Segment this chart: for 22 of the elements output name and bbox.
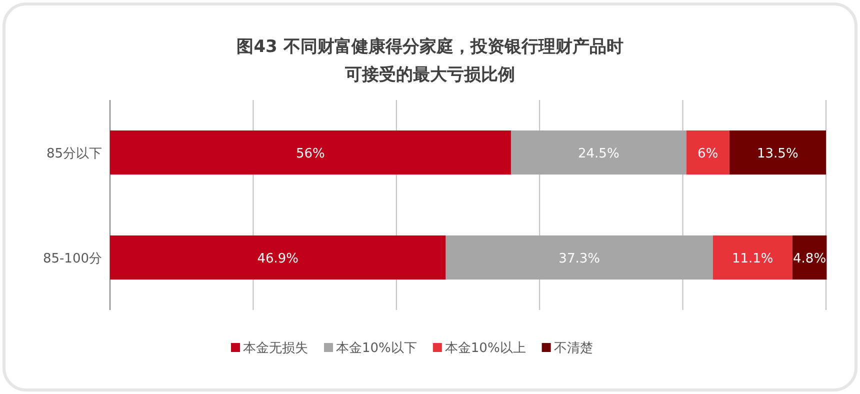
y-tick-label: 85分以下: [46, 146, 102, 162]
y-tick-label: 85-100分: [42, 252, 102, 266]
data-label: 13.5%: [757, 146, 798, 162]
bar: [510, 130, 686, 175]
data-label: 24.5%: [578, 146, 620, 162]
bar: [712, 235, 792, 280]
legend-label: 本金无损失: [243, 341, 308, 356]
legend-label: 不清楚: [554, 341, 593, 356]
data-label: 4.8%: [793, 252, 826, 266]
data-label: 46.9%: [257, 252, 299, 266]
bar: [686, 130, 730, 175]
data-label: 37.3%: [558, 252, 600, 266]
data-label: 6%: [698, 146, 718, 162]
data-label: 11.1%: [732, 252, 774, 266]
bar: [110, 130, 511, 175]
bar: [446, 235, 713, 280]
chart-title: 图43 不同财富健康得分家庭，投资银行理财产品时可接受的最大亏损比例: [236, 37, 624, 85]
legend-label: 本金10%以下: [336, 341, 417, 356]
bar: [110, 235, 446, 280]
legend-label: 本金10%以上: [444, 341, 526, 356]
data-label: 56%: [296, 146, 325, 162]
bar: [729, 130, 826, 175]
